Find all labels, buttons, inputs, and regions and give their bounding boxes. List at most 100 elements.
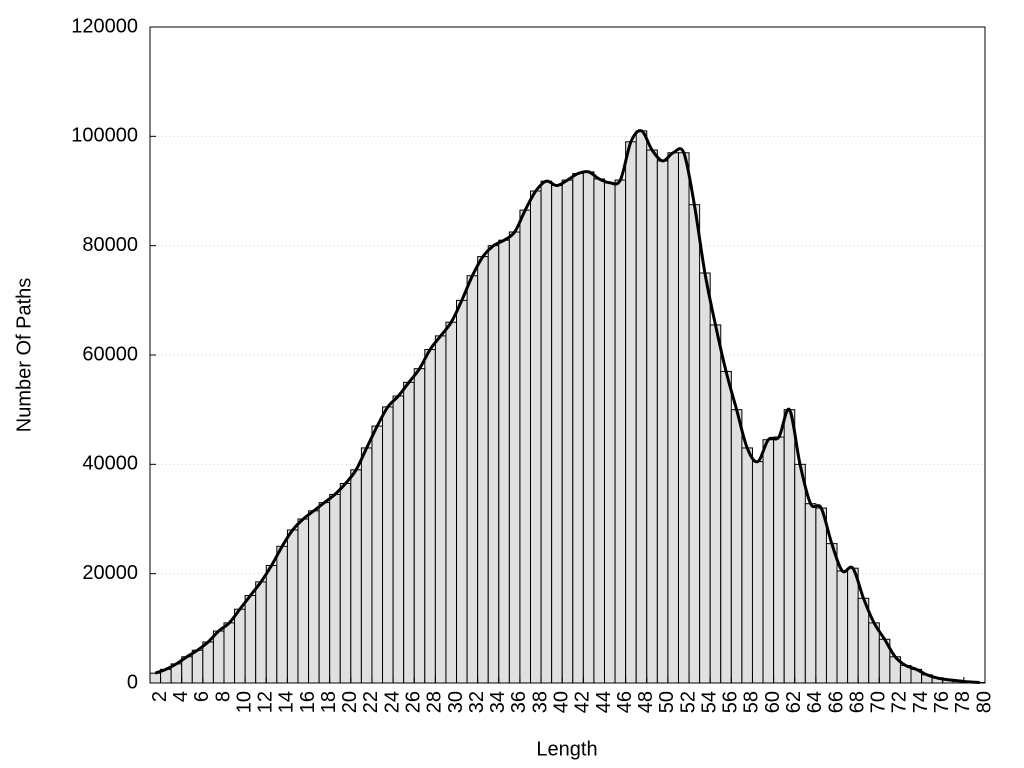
x-tick-label: 74 (910, 691, 932, 713)
bar (223, 622, 236, 684)
bar (530, 190, 542, 684)
x-tick-label: 52 (677, 691, 699, 713)
bar (456, 299, 468, 684)
x-tick-label: 6 (191, 691, 213, 702)
x-tick-label: 76 (931, 691, 953, 713)
bar (804, 503, 817, 684)
bar (646, 149, 658, 684)
bar (572, 173, 584, 684)
bar (434, 335, 447, 684)
x-tick-label: 58 (741, 691, 763, 713)
bar (255, 581, 267, 684)
bar (445, 321, 458, 684)
x-tick-label: 64 (804, 691, 826, 713)
x-tick-label: 40 (550, 691, 572, 713)
bar (603, 182, 616, 684)
plot-frame (149, 26, 986, 684)
bar (656, 160, 669, 684)
y-tick-label: 0 (127, 671, 138, 693)
bar (741, 447, 753, 684)
x-tick-label: 44 (593, 691, 615, 713)
bar (360, 447, 373, 684)
bar (265, 564, 278, 684)
bar (191, 649, 204, 684)
bar (149, 672, 162, 684)
bar (868, 622, 880, 684)
x-tick-label: 14 (276, 691, 298, 713)
bar (847, 567, 859, 684)
bar (297, 518, 310, 684)
x-tick-label: 18 (318, 691, 340, 713)
bar (382, 406, 394, 684)
x-tick-label: 46 (614, 691, 636, 713)
bar (540, 180, 553, 684)
bar (519, 209, 532, 684)
bar (794, 463, 806, 684)
bar (477, 256, 489, 684)
x-tick-label: 34 (487, 691, 509, 713)
bar (582, 171, 595, 684)
bar (339, 482, 352, 684)
bar (773, 436, 785, 684)
x-tick-label: 80 (973, 691, 995, 713)
bar (329, 493, 341, 684)
y-tick-label: 60000 (82, 343, 138, 365)
bar (392, 395, 405, 684)
bar (667, 152, 679, 684)
bar (286, 529, 299, 684)
bar (318, 502, 331, 684)
bar (561, 179, 574, 684)
x-tick-label: 28 (424, 691, 446, 713)
bar (635, 130, 648, 684)
bar (424, 349, 436, 684)
x-tick-label: 72 (889, 691, 911, 713)
bar (202, 641, 214, 684)
x-tick-label: 26 (403, 691, 425, 713)
bar (212, 630, 225, 684)
bar (234, 608, 246, 684)
x-tick-label: 32 (466, 691, 488, 713)
y-tick-label: 100000 (71, 125, 138, 147)
bar (751, 461, 764, 684)
bar (815, 507, 827, 684)
bar (371, 425, 384, 684)
x-tick-label: 36 (508, 691, 530, 713)
bar (688, 204, 701, 684)
bar (508, 231, 521, 684)
bar (350, 469, 362, 684)
bar (625, 141, 637, 684)
x-tick-label: 12 (255, 691, 277, 713)
bar (276, 545, 288, 684)
x-tick-label: 16 (297, 691, 319, 713)
bar (244, 595, 257, 684)
bar (720, 370, 732, 684)
bar (593, 178, 605, 684)
bar (762, 439, 775, 684)
x-tick-label: 54 (698, 691, 720, 713)
bar (836, 570, 849, 684)
x-tick-label: 42 (572, 691, 594, 713)
trend-line (154, 129, 980, 684)
bar (403, 381, 415, 684)
y-tick-label: 20000 (82, 562, 138, 584)
bar (699, 272, 711, 684)
x-tick-label: 62 (783, 691, 805, 713)
x-tick-label: 10 (233, 691, 255, 713)
x-tick-label: 30 (445, 691, 467, 713)
x-tick-label: 20 (339, 691, 361, 713)
x-tick-label: 56 (720, 691, 742, 713)
x-axis-label: Length (536, 738, 597, 760)
x-tick-label: 22 (360, 691, 382, 713)
bar (730, 409, 743, 684)
bar (487, 245, 500, 684)
bar (783, 409, 796, 684)
bar (709, 324, 722, 684)
bar (413, 368, 426, 684)
bar (466, 275, 479, 684)
bar (825, 543, 838, 684)
bar (308, 510, 320, 684)
y-tick-label: 120000 (71, 15, 138, 37)
x-tick-label: 38 (529, 691, 551, 713)
